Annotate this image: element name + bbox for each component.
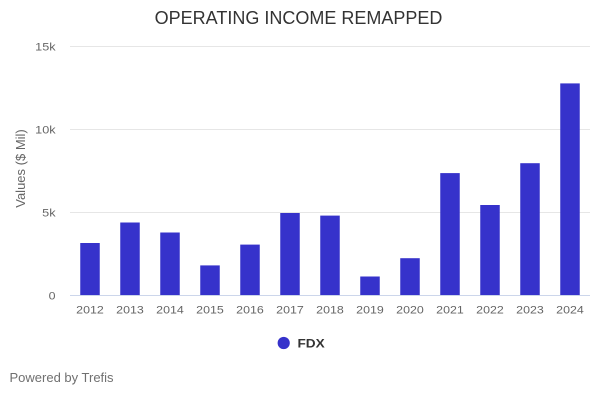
svg-text:2013: 2013 (116, 305, 144, 317)
svg-text:2021: 2021 (436, 305, 464, 317)
svg-text:Values ($ Mil): Values ($ Mil) (13, 129, 28, 208)
svg-text:15k: 15k (35, 42, 56, 54)
svg-text:OPERATING INCOME REMAPPED: OPERATING INCOME REMAPPED (155, 8, 443, 28)
svg-text:2016: 2016 (236, 305, 264, 317)
svg-text:2014: 2014 (156, 305, 184, 317)
svg-text:FDX: FDX (298, 337, 325, 351)
svg-text:2017: 2017 (276, 305, 304, 317)
svg-text:2012: 2012 (76, 305, 104, 317)
svg-text:2023: 2023 (516, 305, 544, 317)
svg-text:2020: 2020 (396, 305, 424, 317)
svg-text:5k: 5k (42, 208, 56, 220)
svg-text:2024: 2024 (556, 305, 584, 317)
svg-text:0: 0 (49, 291, 56, 303)
svg-text:2015: 2015 (196, 305, 224, 317)
svg-text:2022: 2022 (476, 305, 504, 317)
svg-text:Powered by Trefis: Powered by Trefis (10, 370, 115, 385)
svg-text:2018: 2018 (316, 305, 344, 317)
svg-text:2019: 2019 (356, 305, 384, 317)
svg-text:10k: 10k (35, 125, 56, 137)
